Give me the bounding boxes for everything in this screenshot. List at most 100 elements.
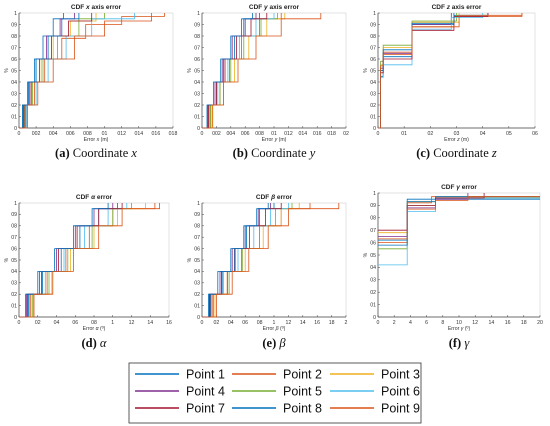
x-tick-label: 8	[441, 320, 444, 326]
legend-label-9: Point 9	[381, 402, 420, 416]
text-part: Error	[84, 137, 97, 143]
x-tick-label: 008	[255, 131, 264, 137]
y-tick-label: 0	[14, 126, 17, 132]
text-part: (e)	[262, 336, 276, 350]
y-tick-label: 04	[194, 80, 200, 86]
y-tick-label: 08	[194, 224, 200, 230]
y-tick-label: 0	[197, 315, 200, 321]
legend-label-5: Point 5	[283, 385, 322, 399]
y-tick-label: 03	[370, 278, 376, 284]
x-tick-label: 03	[454, 131, 460, 137]
y-tick-label: 06	[11, 57, 17, 63]
legend-label-3: Point 3	[381, 368, 420, 382]
x-axis-label: Error β (º)	[263, 326, 286, 332]
series-line-9	[19, 13, 152, 129]
y-tick-label: 01	[194, 303, 200, 309]
x-tick-label: 04	[228, 320, 234, 326]
text-part: γ	[456, 184, 460, 191]
panel-caption: (f) γ	[449, 336, 471, 350]
text-part: z	[446, 4, 451, 11]
y-tick-label: 04	[370, 265, 376, 271]
y-axis-label: %	[363, 252, 369, 257]
x-axis-label: Error z (m)	[444, 137, 469, 143]
y-tick-label: 07	[11, 235, 17, 241]
y-tick-label: 03	[11, 281, 17, 287]
y-tick-label: 01	[370, 114, 376, 120]
series-line-9	[378, 196, 540, 240]
y-tick-label: 03	[11, 91, 17, 97]
x-tick-label: 01	[102, 131, 108, 137]
x-tick-label: 01	[401, 131, 407, 137]
x-tick-label: 18	[521, 320, 527, 326]
y-axis-label: %	[363, 68, 369, 73]
plot-frame	[377, 12, 536, 129]
x-tick-label: 05	[506, 131, 512, 137]
x-tick-label: 02	[214, 320, 220, 326]
text-part: α	[96, 326, 100, 332]
x-tick-label: 16	[505, 320, 511, 326]
x-tick-label: 012	[117, 131, 126, 137]
panel-caption: (a) Coordinate x	[55, 146, 137, 160]
panel-caption: (c) Coordinate z	[416, 146, 497, 160]
legend-label-7: Point 7	[186, 402, 225, 416]
y-tick-label: 07	[370, 45, 376, 51]
y-tick-label: 05	[11, 68, 17, 74]
y-tick-label: 1	[14, 11, 17, 17]
x-axis-label: Error x (m)	[84, 137, 109, 143]
x-axis-label: Error y (m)	[262, 137, 287, 143]
panel-caption: (b) Coordinate y	[233, 146, 316, 160]
x-tick-label: 006	[241, 131, 250, 137]
x-tick-label: 18	[329, 320, 335, 326]
x-tick-label: 016	[152, 131, 161, 137]
legend-label-6: Point 6	[381, 385, 420, 399]
text-part: α	[91, 194, 96, 201]
x-tick-label: 014	[134, 131, 143, 137]
y-tick-label: 08	[11, 224, 17, 230]
y-axis-label: %	[187, 68, 193, 73]
y-tick-label: 1	[197, 11, 200, 17]
x-tick-label: 0	[201, 131, 204, 137]
y-tick-label: 04	[11, 269, 17, 275]
text-part: z	[456, 137, 460, 143]
text-part: α	[100, 336, 107, 350]
y-tick-label: 07	[370, 228, 376, 234]
x-tick-label: 2	[393, 320, 396, 326]
text-part: x	[130, 146, 137, 160]
text-part: Coordinate	[433, 146, 492, 160]
text-part: axis error	[90, 4, 122, 11]
y-tick-label: 02	[11, 292, 17, 298]
chart-title: CDF α error	[76, 194, 113, 201]
y-axis-label: %	[187, 257, 193, 262]
text-part: γ	[464, 336, 470, 350]
text-part: (º)	[99, 326, 106, 332]
x-tick-label: 004	[49, 131, 58, 137]
legend-frame	[128, 362, 422, 424]
text-part: CDF	[256, 194, 271, 201]
text-part: Coordinate	[73, 146, 132, 160]
y-tick-label: 05	[194, 68, 200, 74]
text-part: (º)	[463, 326, 470, 332]
y-tick-label: 09	[370, 203, 376, 209]
x-tick-label: 01	[271, 131, 277, 137]
plot-frame	[377, 192, 541, 318]
y-tick-label: 06	[11, 246, 17, 252]
text-part: CDF	[441, 184, 456, 191]
text-part: x	[96, 137, 100, 143]
text-part: Error	[263, 326, 276, 332]
y-tick-label: 1	[373, 11, 376, 17]
y-tick-label: 09	[11, 22, 17, 28]
y-tick-label: 09	[194, 22, 200, 28]
text-part: Error	[83, 326, 96, 332]
y-tick-label: 05	[370, 68, 376, 74]
x-tick-label: 002	[212, 131, 221, 137]
text-part: error	[95, 194, 112, 201]
x-tick-label: 008	[83, 131, 92, 137]
x-tick-label: 06	[72, 320, 78, 326]
y-tick-label: 08	[370, 34, 376, 40]
y-tick-label: 07	[194, 45, 200, 51]
legend-label-4: Point 4	[186, 385, 225, 399]
x-tick-label: 1	[111, 320, 114, 326]
